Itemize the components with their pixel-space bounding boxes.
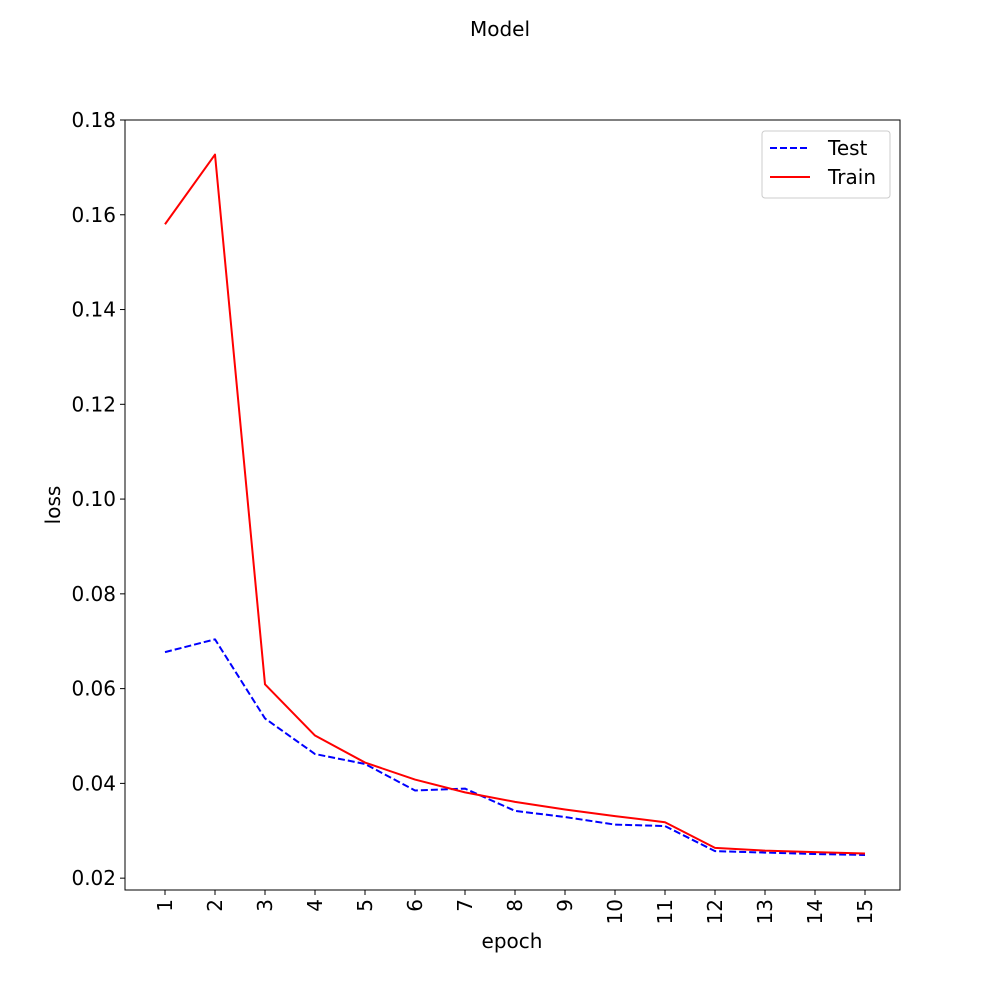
y-tick-label: 0.08 <box>71 582 116 606</box>
y-tick-label: 0.02 <box>71 866 116 890</box>
chart-title: Model <box>470 17 530 41</box>
x-tick-label: 10 <box>603 899 627 924</box>
y-tick-label: 0.14 <box>71 298 116 322</box>
series-line-train <box>164 153 866 855</box>
y-tick-label: 0.06 <box>71 677 116 701</box>
x-tick-label: 2 <box>203 899 227 912</box>
x-tick-label: 8 <box>503 899 527 912</box>
series-line-test <box>164 638 866 856</box>
y-axis-label: loss <box>41 486 65 525</box>
x-tick-label: 13 <box>753 899 777 924</box>
y-tick-label: 0.16 <box>71 203 116 227</box>
x-tick-label: 6 <box>403 899 427 912</box>
x-tick-label: 5 <box>353 899 377 912</box>
x-tick-label: 11 <box>653 899 677 924</box>
x-axis-label: epoch <box>482 929 543 953</box>
y-tick-label: 0.10 <box>71 487 116 511</box>
plot-frame <box>124 119 901 891</box>
x-tick-label: 14 <box>803 899 827 924</box>
x-axis: 1 2 3 4 5 6 7 8 9 10 11 12 13 14 15 <box>153 890 877 924</box>
x-tick-label: 7 <box>453 899 477 912</box>
series-layer <box>164 153 866 856</box>
y-tick-label: 0.12 <box>71 392 116 416</box>
legend-label-train: Train <box>827 165 876 189</box>
y-tick-label: 0.18 <box>71 108 116 132</box>
x-tick-label: 12 <box>703 899 727 924</box>
x-tick-label: 9 <box>553 899 577 912</box>
legend: Test Train <box>761 130 891 199</box>
x-tick-label: 4 <box>303 899 327 912</box>
y-axis: 0.02 0.04 0.06 0.08 0.10 0.12 0.14 0.16 0.18 <box>71 108 125 890</box>
legend-label-test: Test <box>827 136 868 160</box>
x-tick-label: 3 <box>253 899 277 912</box>
y-tick-label: 0.04 <box>71 771 116 795</box>
x-tick-label: 1 <box>153 899 177 912</box>
x-tick-label: 15 <box>853 899 877 924</box>
